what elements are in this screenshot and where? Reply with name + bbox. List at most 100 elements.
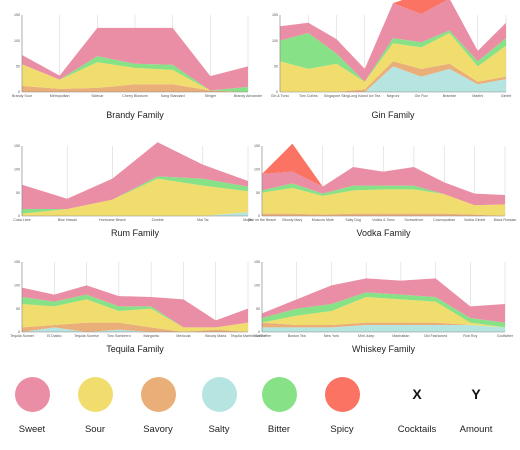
area-savory bbox=[22, 322, 248, 332]
legend-swatch-salty bbox=[202, 377, 237, 412]
y-tick-label: 100 bbox=[14, 39, 20, 43]
legend-label-sweet: Sweet bbox=[18, 424, 46, 435]
y-tick-label: 150 bbox=[272, 13, 278, 17]
x-tick-label: Metropolitan bbox=[50, 94, 70, 98]
chart-title: Rum Family bbox=[111, 228, 160, 238]
x-tick-label: Mojito bbox=[243, 218, 253, 222]
area-sour bbox=[262, 297, 505, 328]
y-tick-label: 0 bbox=[276, 90, 278, 94]
chart-title: Brandy Family bbox=[106, 110, 164, 120]
area-salty bbox=[22, 212, 248, 216]
y-tick-label: 150 bbox=[14, 144, 20, 148]
area-savory bbox=[262, 322, 505, 328]
area-sour bbox=[22, 299, 248, 332]
x-tick-label: Brandy Sour bbox=[12, 94, 33, 98]
x-tick-label: Old Fashioned bbox=[424, 334, 447, 338]
y-tick-label: 0 bbox=[18, 214, 20, 218]
y-tick-label: 150 bbox=[254, 260, 260, 264]
x-tick-label: Singapore Sling bbox=[324, 94, 349, 98]
legend-swatch-sweet bbox=[15, 377, 50, 412]
chart-panel-whiskey-family: 0 50 100 150 Irish Coffee Boston Tea New York M… bbox=[253, 260, 514, 354]
y-tick-label: 150 bbox=[254, 144, 260, 148]
x-tick-label: Rob Roy bbox=[463, 334, 477, 338]
x-tick-label: Manhattan bbox=[392, 334, 409, 338]
x-tick-label: Zombie bbox=[152, 218, 164, 222]
x-tick-label: New York bbox=[324, 334, 339, 338]
chart-panel-rum-family: 0 50 100 150 Cuba Libre Blue Hawaii Hurricane … bbox=[13, 142, 253, 238]
x-tick-label: Margarita bbox=[144, 334, 159, 338]
area-sour bbox=[22, 62, 248, 92]
y-tick-label: 100 bbox=[254, 284, 260, 288]
area-sweet bbox=[262, 278, 505, 323]
chart-title: Whiskey Family bbox=[352, 344, 416, 354]
x-tick-label: Bloody Mary bbox=[282, 218, 302, 222]
x-tick-label: Mint Julep bbox=[358, 334, 374, 338]
chart-panel-brandy-family: 0 50 100 150 Brandy Sour Metropolitan Sidecar C… bbox=[12, 13, 263, 120]
x-tick-label: Cuba Libre bbox=[13, 218, 31, 222]
area-sour bbox=[280, 32, 506, 92]
area-bitter bbox=[262, 183, 505, 206]
y-tick-label: 50 bbox=[256, 191, 260, 195]
y-axis-key-label: Amount bbox=[459, 424, 493, 435]
chart-panel-tequila-family: 0 50 100 150 Tequila Sunset El Diablo Tequila … bbox=[10, 260, 265, 354]
x-tick-label: Sidecar bbox=[91, 94, 104, 98]
area-savory bbox=[262, 213, 505, 216]
x-axis-key-symbol: X bbox=[412, 386, 422, 402]
legend-label-sour: Sour bbox=[84, 424, 106, 435]
x-tick-label: Sang Standard bbox=[161, 94, 185, 98]
y-tick-label: 100 bbox=[254, 168, 260, 172]
x-tick-label: Moscow Mule bbox=[312, 218, 334, 222]
x-tick-label: Irish Coffee bbox=[253, 334, 271, 338]
x-tick-label: Bloody Maria bbox=[205, 334, 226, 338]
chart-panel-gin-family: 0 50 100 150 Gin & Tonic Tom Collins Singapore… bbox=[271, 0, 511, 120]
area-sweet bbox=[262, 167, 505, 206]
x-tick-label: Blue Hawaii bbox=[58, 218, 77, 222]
y-tick-label: 150 bbox=[14, 13, 20, 17]
x-tick-label: Hurricane Beach bbox=[99, 218, 126, 222]
y-tick-label: 50 bbox=[16, 307, 20, 311]
x-tick-label: Boston Tea bbox=[288, 334, 306, 338]
x-axis-key-label: Cocktails bbox=[397, 424, 437, 435]
legend-label-spicy: Spicy bbox=[330, 424, 354, 435]
y-tick-label: 50 bbox=[256, 307, 260, 311]
chart-title: Gin Family bbox=[371, 110, 415, 120]
y-tick-label: 50 bbox=[16, 191, 20, 195]
legend-swatch-spicy bbox=[325, 377, 360, 412]
x-tick-label: Screwdriver bbox=[404, 218, 424, 222]
area-sweet bbox=[22, 142, 248, 209]
x-tick-label: Tequila Sunset bbox=[10, 334, 34, 338]
y-tick-label: 0 bbox=[18, 330, 20, 334]
legend-swatch-bitter bbox=[262, 377, 297, 412]
legend-swatch-savory bbox=[141, 377, 176, 412]
x-tick-label: Sex on the Beach bbox=[248, 218, 276, 222]
x-tick-label: Mexicola bbox=[176, 334, 190, 338]
area-sweet bbox=[22, 27, 248, 91]
x-tick-label: Cosmopolitan bbox=[433, 218, 455, 222]
legend-label-salty: Salty bbox=[208, 424, 230, 435]
y-tick-label: 0 bbox=[18, 90, 20, 94]
x-tick-label: Godfather bbox=[497, 334, 514, 338]
x-tick-label: Brandy Alexander bbox=[234, 94, 263, 98]
y-tick-label: 150 bbox=[14, 260, 20, 264]
chart-title: Vodka Family bbox=[356, 228, 411, 238]
x-tick-label: Vodka & Tonic bbox=[372, 218, 395, 222]
chart-panel-vodka-family: 0 50 100 150 Sex on the Beach Bloody Mary Mosc… bbox=[248, 143, 516, 238]
y-tick-label: 50 bbox=[16, 65, 20, 69]
x-tick-label: Toro Sombrero bbox=[107, 334, 131, 338]
x-tick-label: Stinger bbox=[205, 94, 217, 98]
x-tick-label: Negroni bbox=[387, 94, 400, 98]
x-tick-label: Tequila Sunrise bbox=[74, 334, 99, 338]
area-savory bbox=[22, 84, 248, 92]
legend-label-savory: Savory bbox=[143, 424, 173, 435]
area-sour bbox=[22, 178, 248, 216]
area-sweet bbox=[22, 285, 248, 328]
x-tick-label: Gin & Tonic bbox=[271, 94, 290, 98]
x-tick-label: Bramble bbox=[443, 94, 456, 98]
legend-swatch-sour bbox=[78, 377, 113, 412]
area-bitter bbox=[280, 30, 506, 82]
y-axis-key-symbol: Y bbox=[471, 386, 481, 402]
y-tick-label: 100 bbox=[272, 39, 278, 43]
x-tick-label: Tequila Martini Coffee bbox=[231, 334, 266, 338]
y-tick-label: 100 bbox=[14, 284, 20, 288]
